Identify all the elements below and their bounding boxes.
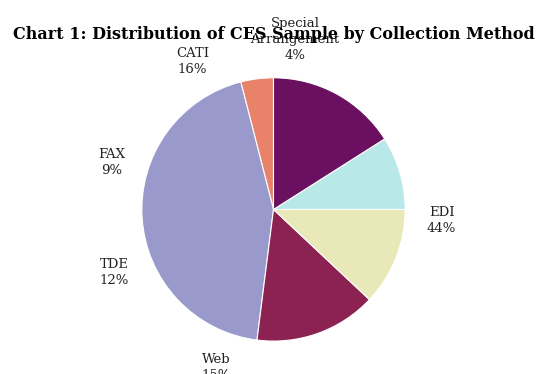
Wedge shape: [241, 78, 274, 209]
Text: TDE
12%: TDE 12%: [100, 258, 129, 287]
Text: FAX
9%: FAX 9%: [98, 148, 125, 177]
Text: EDI
44%: EDI 44%: [427, 206, 456, 234]
Wedge shape: [257, 209, 369, 341]
Wedge shape: [142, 82, 274, 340]
Wedge shape: [274, 209, 405, 300]
Wedge shape: [274, 139, 405, 209]
Text: Web
15%: Web 15%: [202, 353, 231, 374]
Text: Chart 1: Distribution of CES Sample by Collection Method: Chart 1: Distribution of CES Sample by C…: [13, 26, 534, 43]
Text: CATI
16%: CATI 16%: [176, 47, 209, 76]
Wedge shape: [274, 78, 385, 209]
Text: Special
Arrangement
4%: Special Arrangement 4%: [251, 17, 340, 62]
